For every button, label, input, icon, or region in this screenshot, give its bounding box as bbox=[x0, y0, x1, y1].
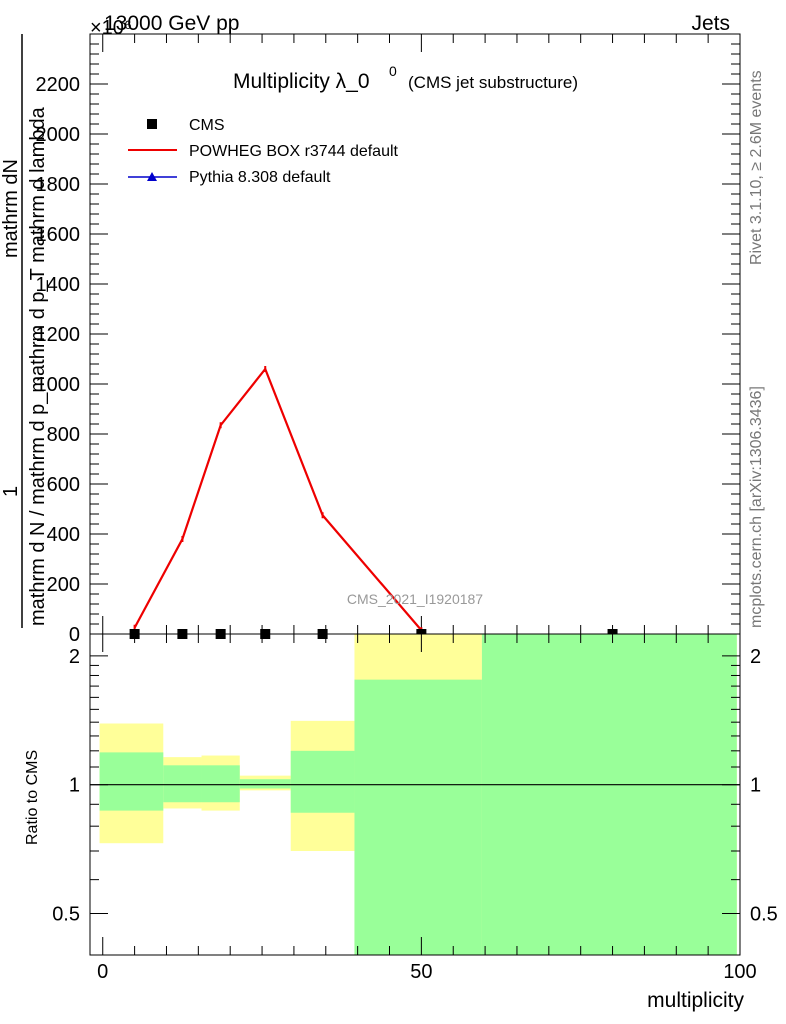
ratio-panel: 0.5 0.5 1 1 2 2 0 50 100 Ratio to CMS multiplici… bbox=[24, 633, 778, 1012]
ratio-band-green bbox=[290, 750, 355, 813]
legend-marker-pythia bbox=[147, 172, 157, 181]
chart-title: Multiplicity λ_0 bbox=[233, 70, 370, 93]
ratio-y-tick-label: 0.5 bbox=[52, 904, 80, 926]
series-line-powheg bbox=[133, 366, 423, 631]
y-label-numerator: 1 bbox=[0, 486, 22, 497]
main-y-tick-label: 400 bbox=[47, 524, 80, 546]
ratio-band-green bbox=[239, 779, 291, 789]
watermark: CMS_2021_I1920187 bbox=[347, 591, 483, 607]
y-exponent-label: ×10⁶ bbox=[90, 17, 132, 39]
ratio-plot-frame bbox=[89, 633, 741, 956]
y-label-denominator: mathrm d N / mathrm d p_mathrm d p_T mat… bbox=[27, 106, 49, 626]
main-y-ticks: 0 200 400 600 800 1000 1200 1400 1600 1800 2000 220… bbox=[36, 34, 741, 646]
ratio-band-green bbox=[163, 765, 202, 803]
main-y-tick-label: 800 bbox=[47, 424, 80, 446]
y-label-numerator-2: mathrm dN bbox=[0, 159, 22, 258]
x-tick-label: 100 bbox=[723, 961, 756, 983]
main-y-tick-label: 1200 bbox=[36, 324, 81, 346]
main-y-tick-label: 2000 bbox=[36, 124, 81, 146]
ratio-y-tick-label-right: 2 bbox=[750, 646, 761, 668]
legend-label-cms: CMS bbox=[189, 117, 225, 134]
ratio-band-green bbox=[99, 752, 164, 811]
legend: CMS POWHEG BOX r3744 default Pythia 8.30… bbox=[128, 117, 399, 186]
main-y-axis-label: 1 mathrm dN mathrm d N / mathrm d p_math… bbox=[0, 34, 49, 628]
x-axis-label: multiplicity bbox=[647, 989, 744, 1012]
main-y-tick-label: 600 bbox=[47, 474, 80, 496]
main-y-tick-label: 0 bbox=[69, 624, 80, 646]
ratio-ticks: 0.5 0.5 1 1 2 2 0 50 100 bbox=[52, 634, 778, 983]
ratio-bands bbox=[99, 634, 737, 955]
process-label: Jets bbox=[691, 12, 730, 35]
legend-label-pythia: Pythia 8.308 default bbox=[189, 169, 331, 186]
ratio-y-tick-label-right: 1 bbox=[750, 775, 761, 797]
energy-label: 13000 GeV pp bbox=[104, 12, 239, 35]
main-y-tick-label: 1400 bbox=[36, 274, 81, 296]
ratio-band-green bbox=[481, 634, 737, 955]
main-y-tick-label: 2200 bbox=[36, 74, 81, 96]
ratio-y-tick-label: 2 bbox=[69, 646, 80, 668]
chart-subtitle: (CMS jet substructure) bbox=[408, 73, 578, 92]
x-tick-label: 0 bbox=[97, 961, 108, 983]
main-plot-frame bbox=[89, 33, 741, 635]
rivet-version-label: Rivet 3.1.10, ≥ 2.6M events bbox=[748, 70, 765, 265]
ratio-y-axis-label: Ratio to CMS bbox=[24, 750, 41, 845]
legend-marker-cms bbox=[147, 119, 157, 129]
legend-label-powheg: POWHEG BOX r3744 default bbox=[189, 143, 399, 160]
mcplots-label: mcplots.cern.ch [arXiv:1306.3436] bbox=[748, 386, 765, 628]
chart-title-superscript: 0 bbox=[389, 63, 397, 79]
main-plot-panel: 0 200 400 600 800 1000 1200 1400 1600 1800 2000 220… bbox=[0, 33, 741, 646]
main-y-tick-label: 1600 bbox=[36, 224, 81, 246]
main-y-tick-label: 200 bbox=[47, 574, 80, 596]
ratio-y-tick-label: 1 bbox=[69, 775, 80, 797]
ratio-band-green bbox=[201, 765, 240, 803]
ratio-y-tick-label-right: 0.5 bbox=[750, 904, 778, 926]
ratio-band-green bbox=[354, 679, 482, 955]
x-tick-label: 50 bbox=[410, 961, 432, 983]
main-y-tick-label: 1000 bbox=[36, 374, 81, 396]
main-y-tick-label: 1800 bbox=[36, 174, 81, 196]
